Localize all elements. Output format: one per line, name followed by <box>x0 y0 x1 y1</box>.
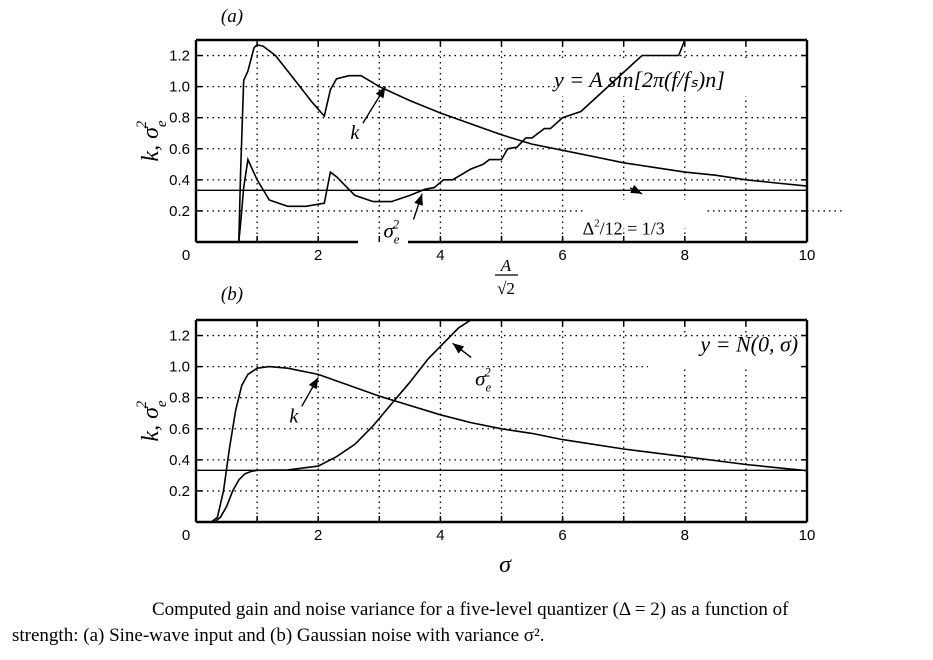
x-tick-label: 8 <box>681 527 689 544</box>
axes-frame <box>194 318 809 524</box>
y-axis-label: k, σe2 <box>134 400 170 442</box>
y-tick-label: 1.2 <box>169 328 190 345</box>
x-tick-label: 4 <box>436 527 444 544</box>
x-tick-label: 2 <box>314 527 322 544</box>
y-tick-label: 0.4 <box>169 452 190 469</box>
x-axis-label-numerator: A <box>500 256 512 275</box>
y-tick-label: 0.8 <box>169 110 190 127</box>
y-tick-label: 0.6 <box>169 421 190 438</box>
y-tick-label: 0.4 <box>169 172 190 189</box>
x-tick-label: 6 <box>558 247 566 264</box>
panel-label: (a) <box>221 6 243 27</box>
k-label: k <box>289 405 299 427</box>
x-tick-label: 0 <box>182 247 190 264</box>
y-tick-label: 0.2 <box>169 203 190 220</box>
sigma-e-squared-label: σe2 <box>383 217 399 247</box>
arrowhead-icon <box>630 184 643 194</box>
y-tick-label: 0.2 <box>169 483 190 500</box>
y-tick-label: 1.0 <box>169 359 190 376</box>
panel-a-chart: 0.2 0.4 0.6 0.8 1.0 1.2 0 2 4 6 8 10 (a) k, σe2 A √2 y =… <box>134 6 845 298</box>
series-line-sigma-e-squared <box>196 39 686 243</box>
x-tick-label: 6 <box>558 527 566 544</box>
x-tick-label: 4 <box>436 247 444 264</box>
y-tick-label: 1.2 <box>169 48 190 65</box>
k-label: k <box>350 122 360 144</box>
arrowhead-icon <box>414 193 423 206</box>
arrowhead-icon <box>375 86 386 99</box>
panel-b-chart: 0.2 0.4 0.6 0.8 1.0 1.2 0 2 4 6 8 10 (b) k, σe2 σ y = N… <box>134 284 815 578</box>
panel-label: (b) <box>221 284 243 305</box>
axes-frame <box>194 38 809 244</box>
caption-line-2: strength: (a) Sine-wave input and (b) Ga… <box>12 625 545 646</box>
series-line-k <box>196 43 808 243</box>
x-axis-label: σ <box>499 552 512 578</box>
series-line-sigma-e-squared <box>213 319 472 523</box>
y-tick-label: 1.0 <box>169 79 190 96</box>
x-tick-label: 2 <box>314 247 322 264</box>
reference-line-label: Δ2/12 = 1/3 <box>583 217 665 238</box>
x-tick-label: 8 <box>681 247 689 264</box>
y-tick-label: 0.8 <box>169 390 190 407</box>
caption-line-1: Computed gain and noise variance for a f… <box>152 599 789 620</box>
equation-label: y = A sin[2π(f/fₛ)n] <box>552 67 725 92</box>
series-line-k <box>210 365 808 523</box>
x-tick-label: 10 <box>799 247 816 264</box>
y-tick-label: 0.6 <box>169 141 190 158</box>
equation-label: y = N(0, σ) <box>698 331 798 356</box>
x-tick-label: 10 <box>799 527 816 544</box>
sigma-e-squared-label: σe2 <box>475 364 491 394</box>
arrowhead-icon <box>452 343 465 354</box>
x-axis-label-denominator: √2 <box>497 279 515 298</box>
x-tick-label: 0 <box>182 527 190 544</box>
y-axis-label: k, σe2 <box>134 120 170 162</box>
arrowhead-icon <box>308 377 319 390</box>
